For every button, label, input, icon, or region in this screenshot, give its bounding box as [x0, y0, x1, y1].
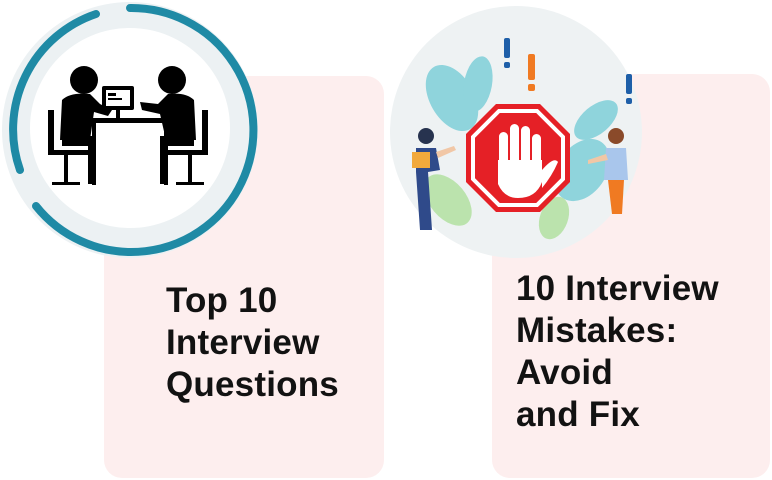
- card-title-top-10-questions: Top 10 Interview Questions: [166, 280, 376, 406]
- title-line: 10 Interview: [516, 269, 719, 308]
- title-line: Top 10: [166, 281, 278, 320]
- title-line: Questions: [166, 365, 339, 404]
- stop-hand-icon: [390, 6, 642, 258]
- interview-illustration: [0, 0, 262, 262]
- interview-table-icon: [2, 2, 258, 258]
- title-line: and Fix: [516, 395, 640, 434]
- mistakes-illustration: [386, 0, 646, 262]
- title-line: Avoid: [516, 353, 613, 392]
- title-line: Interview: [166, 323, 320, 362]
- card-title-interview-mistakes: 10 Interview Mistakes: Avoid and Fix: [516, 268, 766, 436]
- title-line: Mistakes:: [516, 311, 678, 350]
